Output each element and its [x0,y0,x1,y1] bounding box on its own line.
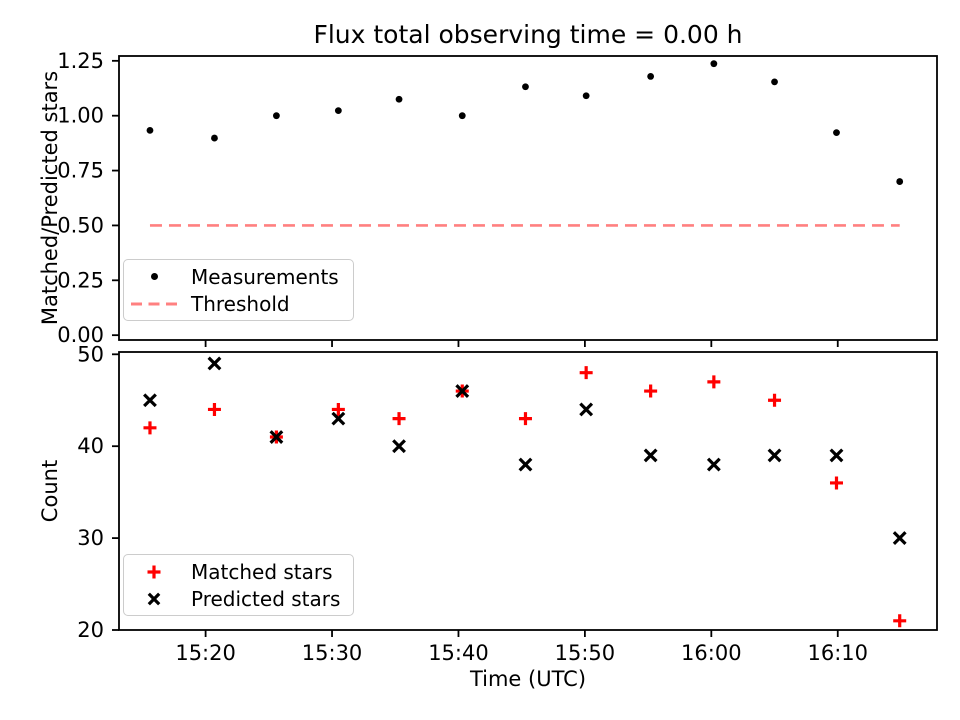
predicted-stars-point [143,393,157,408]
y-tick-label: 0.75 [57,159,104,183]
measurements-point [146,127,154,134]
predicted-stars-point [579,402,594,417]
bottom-legend: Matched stars Predicted stars [123,554,354,616]
plus-marker-icon [130,564,178,580]
matched-stars-point [829,476,843,490]
predicted-stars-point [269,430,284,444]
legend-item-matched-stars: Matched stars [130,558,345,585]
legend-item-measurements: Measurements [130,263,345,290]
measurements-point [710,60,718,68]
predicted-stars-point [892,531,907,546]
predicted-stars-point [392,439,406,454]
measurements-series [146,60,904,185]
matched-stars-point [707,375,721,389]
measurements-point [211,134,218,142]
legend-item-predicted-stars: Predicted stars [130,585,345,612]
matched-stars-point [143,421,157,435]
measurements-point [458,112,466,120]
measurements-point [771,78,778,86]
x-tick-label: 15:40 [428,641,489,665]
axes-frame [118,55,938,341]
y-tick-label: 50 [77,342,104,366]
matched-stars-point [768,393,782,407]
predicted-stars-point [207,356,222,371]
y-tick-label: 40 [77,434,104,458]
y-tick-label: 0.25 [57,268,104,292]
x-tick-label: 15:20 [175,641,236,665]
measurements-point [395,95,403,103]
matched-stars-point [579,366,593,380]
predicted-stars-point [331,411,346,426]
x-axis-label: Time (UTC) [469,667,586,691]
matched-stars-series [143,366,907,628]
x-tick-label: 16:00 [681,641,742,665]
y-tick-label: 20 [77,618,104,642]
matched-stars-point [392,412,406,426]
measurements-point [647,73,655,80]
chart-title: Flux total observing time = 0.00 h [313,20,742,49]
measurements-point [833,129,840,136]
predicted-stars-point [643,448,658,463]
x-tick-label: 15:50 [555,641,616,665]
predicted-stars-point [706,457,721,472]
legend-label-matched-stars: Matched stars [191,559,333,584]
matched-stars-point [644,384,658,398]
matched-stars-point [207,402,221,416]
matched-stars-point [893,614,907,628]
y-tick-label: 0.00 [57,323,104,347]
dashed-line-icon [130,301,178,307]
top-axes: 0.00 0.25 0.50 0.75 1.00 1.25 [57,49,938,347]
y-tick-label: 1.25 [57,49,104,73]
legend-label-predicted-stars: Predicted stars [191,586,341,611]
bottom-axes: 20 30 40 50 15:20 15:30 15:40 15:50 16:00 16:10 [77,342,938,665]
axes-frame [118,351,938,631]
measurements-point [273,112,280,120]
top-y-axis-label: Matched/Predicted stars [38,71,62,325]
y-tick-label: 0.50 [57,213,104,237]
measurements-point [582,92,590,100]
legend-item-threshold: Threshold [130,290,345,317]
predicted-stars-point [518,457,533,472]
bottom-y-axis-label: Count [38,460,62,522]
predicted-stars-point [767,448,782,463]
legend-label-measurements: Measurements [191,264,339,289]
predicted-stars-series [143,356,907,546]
matched-stars-point [518,412,532,426]
y-tick-label: 1.00 [57,104,104,128]
matched-stars-point [331,402,345,416]
y-tick-label: 30 [77,526,104,550]
measurements-point [522,83,529,91]
measurements-point [334,107,342,115]
top-legend: Measurements Threshold [123,259,354,321]
measurements-point [896,178,904,185]
x-marker-icon [130,591,178,607]
legend-label-threshold: Threshold [191,291,290,316]
predicted-stars-point [455,384,470,398]
dot-marker-icon [130,273,178,280]
x-tick-label: 15:30 [302,641,363,665]
predicted-stars-point [829,448,844,463]
x-tick-label: 16:10 [807,641,868,665]
